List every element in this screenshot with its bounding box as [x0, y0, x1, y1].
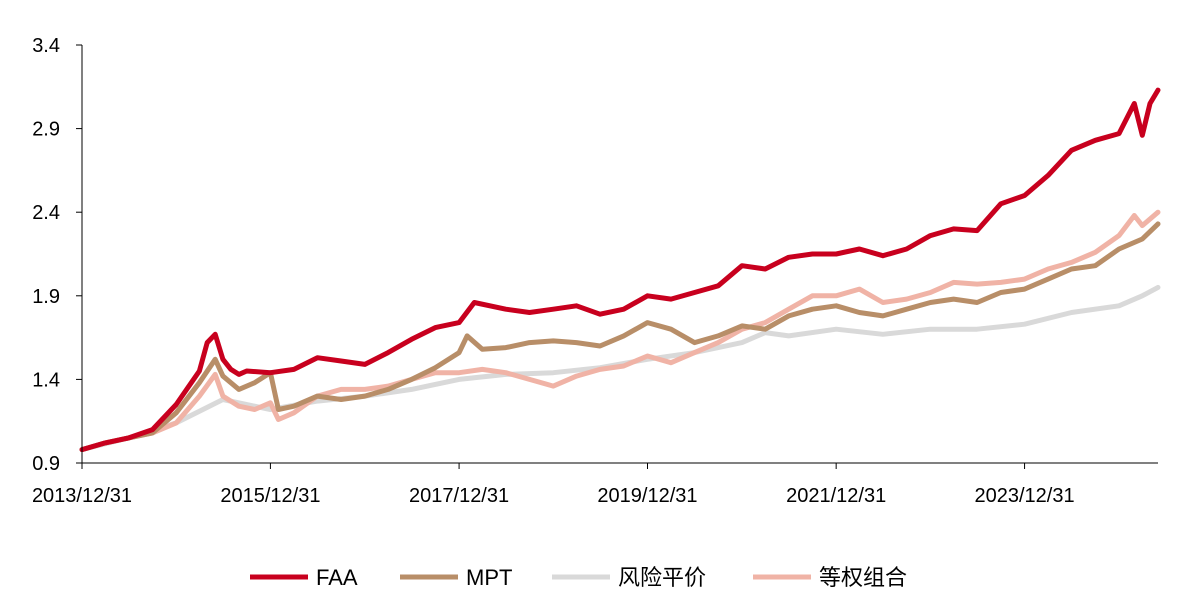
- y-tick-label: 0.9: [32, 453, 60, 475]
- y-tick-label: 2.4: [32, 202, 60, 224]
- legend-label-0: FAA: [316, 565, 358, 590]
- legend-label-3: 等权组合: [819, 565, 907, 590]
- legend-label-2: 风险平价: [618, 565, 706, 590]
- y-tick-label: 1.9: [32, 286, 60, 308]
- series-line-0: [79, 87, 1161, 453]
- series-line-1: [79, 221, 1161, 453]
- x-tick-label: 2017/12/31: [409, 485, 509, 507]
- x-tick-label: 2023/12/31: [975, 485, 1075, 507]
- axes: 0.9 1.4 1.9 2.4 2.9 3.4 2013/12/31 2015/12/31 20…: [32, 35, 1158, 507]
- legend-label-1: MPT: [466, 565, 512, 590]
- y-tick-label: 2.9: [32, 119, 60, 141]
- x-tick-label: 2019/12/31: [597, 485, 697, 507]
- y-tick-label: 3.4: [32, 35, 60, 57]
- x-tick-label: 2021/12/31: [786, 485, 886, 507]
- plot-lines: [79, 87, 1161, 453]
- x-tick-label: 2013/12/31: [32, 485, 132, 507]
- series-line-3: [79, 209, 1161, 453]
- legend: FAA MPT 风险平价 等权组合: [250, 565, 907, 590]
- y-tick-label: 1.4: [32, 369, 60, 391]
- x-tick-label: 2015/12/31: [220, 485, 320, 507]
